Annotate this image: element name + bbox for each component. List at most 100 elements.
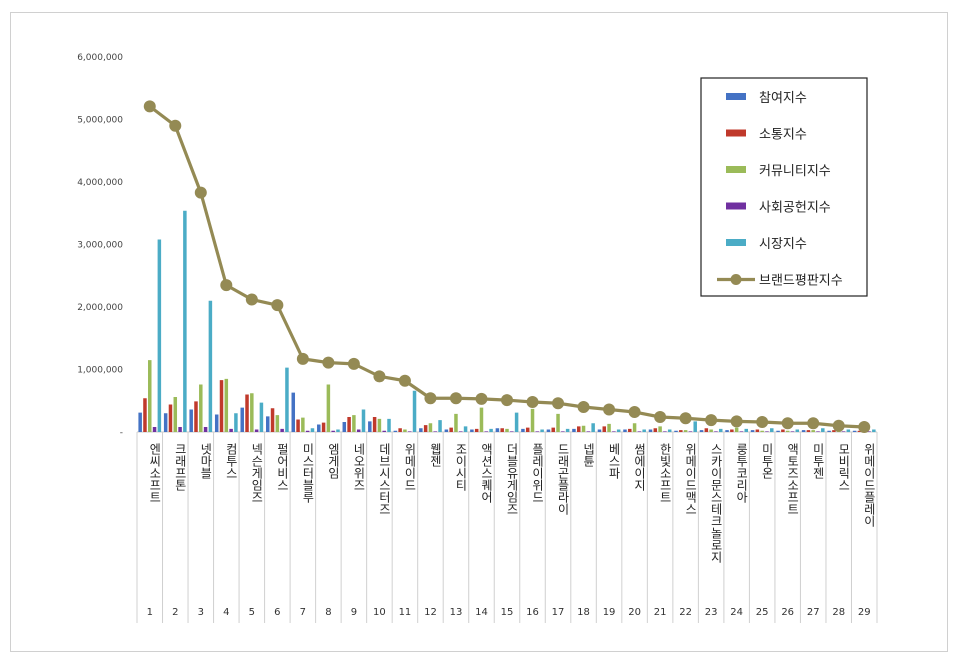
bar-커뮤니티지수-11 <box>403 429 407 432</box>
bar-소통지수-19 <box>602 426 607 432</box>
category-label: 스카이문스테크놀로지 <box>709 443 723 563</box>
legend-marker-브랜드평판지수 <box>730 274 742 285</box>
bar-시장지수-10 <box>387 418 391 432</box>
bar-참여지수-21 <box>648 429 653 432</box>
category-label: 썸에이지 <box>633 443 647 491</box>
bar-소통지수-25 <box>755 429 760 432</box>
legend-label: 사회공헌지수 <box>759 201 831 216</box>
bar-참여지수-12 <box>419 428 423 432</box>
bar-소통지수-21 <box>653 428 658 432</box>
bar-참여지수-22 <box>674 430 678 432</box>
category-number: 16 <box>526 607 539 618</box>
point-브랜드평판지수-27 <box>807 417 820 430</box>
category-number: 20 <box>628 607 641 618</box>
bar-커뮤니티지수-24 <box>734 427 739 432</box>
bar-참여지수-15 <box>495 428 500 432</box>
bar-소통지수-16 <box>525 427 530 432</box>
point-브랜드평판지수-6 <box>271 299 284 312</box>
bar-커뮤니티지수-8 <box>326 384 331 432</box>
category-label: 미투온 <box>760 443 774 479</box>
bar-시장지수-14 <box>489 428 493 432</box>
bar-소통지수-7 <box>296 419 300 432</box>
category-number: 28 <box>832 607 845 618</box>
bar-커뮤니티지수-23 <box>709 429 713 432</box>
category-number: 27 <box>807 607 820 618</box>
bar-시장지수-16 <box>540 429 544 432</box>
bar-시장지수-7 <box>310 428 315 432</box>
category-label: 미스터블루 <box>301 443 315 503</box>
bar-소통지수-2 <box>168 404 173 432</box>
category-label: 엔씨소프트 <box>148 443 162 503</box>
bar-사회공헌지수-15 <box>510 431 514 432</box>
bar-커뮤니티지수-26 <box>785 430 790 432</box>
category-label: 한빛소프트 <box>658 443 672 503</box>
bar-시장지수-23 <box>718 428 723 432</box>
category-number: 6 <box>274 607 280 618</box>
point-브랜드평판지수-17 <box>552 397 565 410</box>
category-number: 3 <box>198 607 204 618</box>
point-브랜드평판지수-8 <box>322 356 335 369</box>
category-number: 10 <box>373 607 386 618</box>
category-number: 17 <box>552 607 565 618</box>
bar-사회공헌지수-26 <box>790 431 795 432</box>
category-label: 웹젠 <box>428 443 442 467</box>
category-number: 22 <box>679 607 692 618</box>
bar-참여지수-18 <box>572 428 576 432</box>
bar-소통지수-12 <box>423 425 428 432</box>
bar-참여지수-5 <box>240 407 244 432</box>
bar-참여지수-2 <box>163 413 168 432</box>
bar-시장지수-6 <box>285 367 289 432</box>
category-number: 21 <box>654 607 667 618</box>
category-number: 8 <box>325 607 331 618</box>
bar-소통지수-27 <box>806 430 811 432</box>
bar-사회공헌지수-2 <box>178 427 182 432</box>
bar-참여지수-23 <box>699 430 704 432</box>
category-label: 넷마블 <box>199 443 213 479</box>
category-label: 액션스퀘어 <box>479 443 493 503</box>
bar-커뮤니티지수-18 <box>581 425 586 432</box>
bar-소통지수-24 <box>730 429 734 432</box>
bar-커뮤니티지수-7 <box>301 417 305 432</box>
bar-시장지수-25 <box>770 428 774 432</box>
legend-swatch-소통지수 <box>726 129 746 137</box>
legend-swatch-사회공헌지수 <box>726 202 746 210</box>
bar-참여지수-28 <box>827 430 831 432</box>
bar-커뮤니티지수-15 <box>505 428 509 432</box>
bar-커뮤니티지수-13 <box>454 413 458 432</box>
category-label: 컴투스 <box>224 443 238 479</box>
category-number: 26 <box>781 607 794 618</box>
point-브랜드평판지수-3 <box>194 186 207 199</box>
point-브랜드평판지수-9 <box>347 357 360 370</box>
category-label: 베스파 <box>607 443 621 479</box>
legend-swatch-참여지수 <box>726 93 746 100</box>
bar-소통지수-26 <box>781 429 785 432</box>
category-number: 11 <box>399 607 412 618</box>
point-브랜드평판지수-14 <box>475 392 488 405</box>
category-number: 7 <box>300 607 306 618</box>
bar-사회공헌지수-4 <box>229 428 233 432</box>
category-label: 펄어비스 <box>275 443 289 491</box>
category-number: 12 <box>424 607 437 618</box>
bar-소통지수-14 <box>474 428 479 432</box>
bar-사회공헌지수-21 <box>663 431 667 432</box>
bar-커뮤니티지수-14 <box>479 407 484 432</box>
category-number: 18 <box>577 607 590 618</box>
category-label: 넥슨게임즈 <box>250 443 264 503</box>
bar-커뮤니티지수-4 <box>224 378 229 432</box>
category-number: 13 <box>450 607 463 618</box>
category-number: 24 <box>730 607 743 618</box>
bar-커뮤니티지수-6 <box>275 415 280 432</box>
bar-참여지수-1 <box>138 412 142 432</box>
bar-참여지수-14 <box>470 429 474 432</box>
bar-소통지수-8 <box>321 422 326 432</box>
chart-frame: - 1,000,000 2,000,000 3,000,000 4,000,000 5,0… <box>10 12 948 652</box>
bar-소통지수-23 <box>704 428 709 432</box>
bar-시장지수-27 <box>821 428 825 432</box>
point-브랜드평판지수-12 <box>424 392 437 405</box>
bar-시장지수-21 <box>667 429 672 432</box>
bar-커뮤니티지수-22 <box>683 430 688 432</box>
bar-사회공헌지수-29 <box>867 431 871 432</box>
category-label: 플레이위드 <box>531 443 545 503</box>
legend-box <box>700 77 868 297</box>
point-브랜드평판지수-26 <box>781 417 794 430</box>
